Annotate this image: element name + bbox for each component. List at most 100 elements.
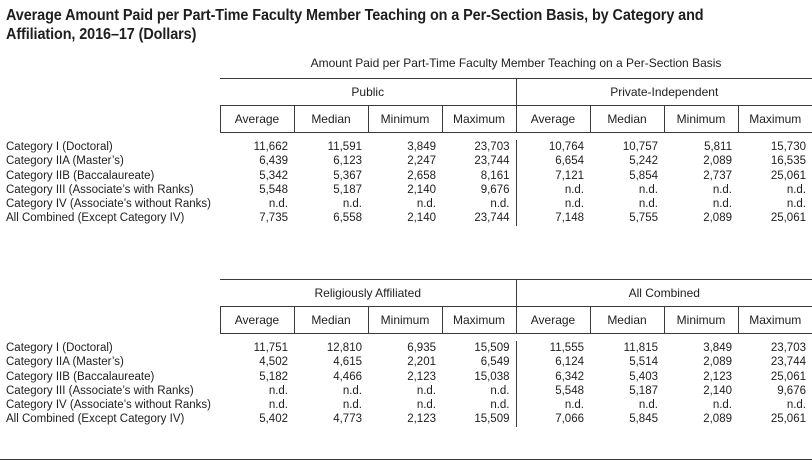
row-label: All Combined (Except Category IV) <box>6 413 185 426</box>
table-cell: n.d. <box>490 399 510 412</box>
table-cell: 6,558 <box>333 212 362 225</box>
row-label: Category IV (Associate’s without Ranks) <box>6 198 211 211</box>
table-cell: 6,439 <box>259 155 288 168</box>
table-cell: n.d. <box>342 198 362 211</box>
column-header: Average <box>219 306 294 334</box>
table-cell: n.d. <box>268 198 288 211</box>
column-header: Average <box>219 105 294 133</box>
table-cell: 6,123 <box>333 155 362 168</box>
column-header: Average <box>515 306 590 334</box>
column-header: Minimum <box>663 306 738 334</box>
table-cell: 7,148 <box>515 211 590 226</box>
table-cell: n.d. <box>515 182 590 198</box>
table-cell: 2,737 <box>703 169 732 182</box>
table-cell: 15,730 <box>770 141 806 153</box>
row-label: Category IIB (Baccalaureate) <box>6 370 155 383</box>
table-cell: n.d. <box>786 399 806 412</box>
table-cell: 5,548 <box>515 383 590 399</box>
table-cell: 3,849 <box>703 342 732 354</box>
table-row: Category III (Associate’s with Ranks) n.d… <box>0 383 812 399</box>
table-cell: n.d. <box>490 198 510 211</box>
table-cell: 4,773 <box>333 413 362 426</box>
row-label: Category III (Associate’s with Ranks) <box>6 183 194 196</box>
table-cell: 25,061 <box>770 370 806 383</box>
table-cell: 6,654 <box>515 154 590 169</box>
table-cell: 5,854 <box>629 169 658 182</box>
table-cell: 23,744 <box>474 155 510 168</box>
table-cell: n.d. <box>786 183 806 196</box>
table-cell: 4,466 <box>333 370 362 383</box>
table-cell: n.d. <box>268 384 288 397</box>
column-header: Minimum <box>663 105 738 133</box>
spacer-cell <box>0 334 812 342</box>
table-row: Category IIB (Baccalaureate) 5,342 5,367 2,… <box>0 168 812 183</box>
table-cell: 5,402 <box>259 413 288 426</box>
table-cell: n.d. <box>342 399 362 412</box>
table-cell: n.d. <box>416 399 436 412</box>
table-cell: 11,751 <box>253 342 288 354</box>
table-cell: 2,123 <box>703 370 732 383</box>
table-row: Category IV (Associate’s without Ranks) n… <box>0 197 812 212</box>
row-label: Category IIA (Master’s) <box>6 356 124 369</box>
row-label: All Combined (Except Category IV) <box>6 212 185 225</box>
table-row: Category III (Associate’s with Ranks) 5,5… <box>0 182 812 198</box>
table-supertitle: Amount Paid per Part-Time Faculty Member… <box>310 56 722 70</box>
corner-cell <box>0 307 220 334</box>
table-cell: 15,038 <box>474 370 510 383</box>
table-cell: 23,703 <box>770 342 806 354</box>
column-header: Median <box>589 105 664 133</box>
table-cell: n.d. <box>638 198 658 211</box>
table-cell: 15,509 <box>474 413 510 426</box>
table-cell: 2,123 <box>407 370 436 383</box>
table-cell: n.d. <box>638 399 658 412</box>
table-cell: 2,123 <box>407 413 436 426</box>
table-row: Category I (Doctoral) 11,751 12,810 6,935 15… <box>0 341 812 356</box>
table-cell: 15,509 <box>474 342 510 354</box>
table-row: All Combined (Except Category IV) 5,402 4,… <box>0 412 812 427</box>
table-cell: 11,591 <box>327 141 362 153</box>
table-cell: 25,061 <box>770 413 806 426</box>
table-cell: 11,662 <box>253 141 288 153</box>
row-label: Category IV (Associate’s without Ranks) <box>6 399 211 412</box>
table-cell: 2,247 <box>407 155 436 168</box>
table-cell: n.d. <box>515 398 590 413</box>
table-row: Category IV (Associate’s without Ranks) n… <box>0 398 812 413</box>
table-cell: 6,124 <box>515 355 590 370</box>
table-cell: 5,342 <box>259 169 288 182</box>
table-cell: 23,744 <box>770 356 806 369</box>
column-header: Maximum <box>737 306 812 334</box>
table-cell: 7,066 <box>515 412 590 427</box>
column-header: Minimum <box>367 306 442 334</box>
table-cell: 5,367 <box>333 169 362 182</box>
column-header: Median <box>293 105 368 133</box>
salary-table-public-private: Public Private-Independent Average Media… <box>0 78 812 226</box>
table-row: All Combined (Except Category IV) 7,735 6,… <box>0 211 812 226</box>
column-header: Maximum <box>441 105 516 133</box>
group-header: Public <box>220 78 516 106</box>
table-cell: 9,676 <box>777 384 806 397</box>
table-cell: 25,061 <box>770 212 806 225</box>
table-cell: 10,757 <box>622 141 658 153</box>
page-title: Average Amount Paid per Part-Time Facult… <box>6 7 704 43</box>
table-cell: 23,703 <box>474 141 510 153</box>
table-cell: 2,140 <box>407 183 436 196</box>
table-cell: 10,764 <box>515 140 590 155</box>
column-header: Maximum <box>441 306 516 334</box>
table-cell: n.d. <box>712 183 732 196</box>
table-cell: 5,514 <box>629 356 658 369</box>
row-label: Category I (Doctoral) <box>6 342 113 354</box>
table-row: Category I (Doctoral) 11,662 11,591 3,849 23… <box>0 140 812 155</box>
table-cell: 2,140 <box>407 212 436 225</box>
table-cell: 3,849 <box>407 141 436 153</box>
table-cell: 8,161 <box>480 169 510 182</box>
corner-cell <box>0 279 220 307</box>
table-cell: 23,744 <box>474 212 510 225</box>
table-cell: 9,676 <box>480 183 510 196</box>
table-cell: n.d. <box>786 198 806 211</box>
table-cell: 2,089 <box>703 413 732 426</box>
table-cell: 2,658 <box>407 169 436 182</box>
group-header: Private-Independent <box>515 78 812 106</box>
table-cell: n.d. <box>638 183 658 196</box>
table-cell: 16,535 <box>770 155 806 168</box>
table-cell: 5,548 <box>259 183 288 196</box>
